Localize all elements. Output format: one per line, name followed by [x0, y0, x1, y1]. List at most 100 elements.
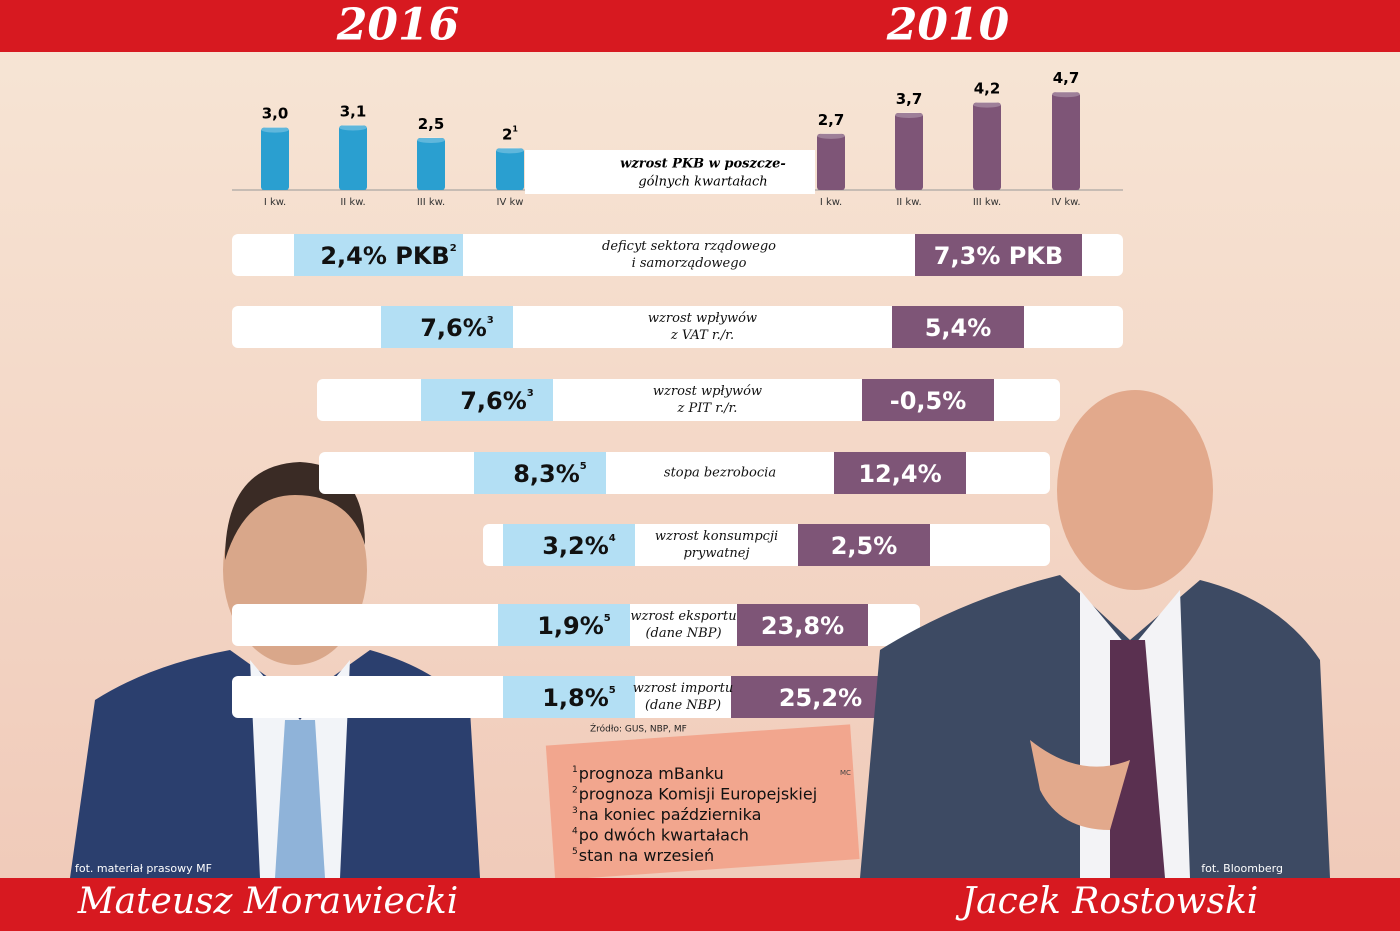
value-label: 2,5 [418, 115, 445, 133]
footnote-mark: 5 [572, 847, 578, 857]
right-value: 25,2% [779, 684, 862, 712]
footnote-text: po dwóch kwartałach [579, 825, 749, 844]
value-label: 3,1 [340, 102, 367, 120]
bar [1052, 92, 1080, 190]
left-value: 8,3%5 [513, 460, 587, 488]
value-label-text: 2 [502, 125, 512, 143]
footnote-mark: 4 [609, 533, 616, 544]
footnote-text: stan na wrzesień [579, 846, 714, 865]
gdp-label: wzrost PKB w poszcze- [620, 157, 786, 172]
row-label: stopa bezrobocia [664, 466, 776, 481]
value-label-text: 4,7 [1053, 69, 1080, 87]
left-value-text: 2,4% PKB [320, 242, 449, 270]
value-label-text: 2,5 [418, 115, 445, 133]
bar-cap [895, 112, 923, 119]
row-label: wzrost konsumpcji [655, 529, 778, 544]
x-tick-label: II kw. [340, 197, 365, 208]
footnote-mark: 3 [572, 806, 578, 816]
footnote-mark: 2 [572, 785, 578, 795]
right-value: 5,4% [925, 314, 992, 342]
bar [417, 138, 445, 190]
bar-cap [1052, 91, 1080, 98]
left-value: 1,9%5 [537, 612, 611, 640]
bar-cap [973, 101, 1001, 108]
left-box [503, 524, 635, 566]
footnote-mark: 5 [604, 613, 611, 624]
footnote-box [545, 724, 860, 881]
left-value: 7,6%3 [460, 387, 534, 415]
left-value: 7,6%3 [420, 314, 494, 342]
value-label: 4,7 [1053, 69, 1080, 87]
left-box [498, 604, 630, 646]
x-tick-label: I kw. [820, 197, 842, 208]
row-label: i samorządowego [632, 256, 747, 271]
gdp-label: gólnych kwartałach [638, 175, 767, 190]
photo-credit: fot. Bloomberg [1201, 862, 1283, 875]
footnote: 4po dwóch kwartałach [572, 825, 749, 844]
value-label-text: 4,2 [974, 79, 1001, 97]
right-box [862, 379, 994, 421]
photo-right [860, 390, 1330, 878]
year-left: 2016 [336, 0, 459, 51]
left-value-text: 1,8% [542, 684, 609, 712]
gdp-label-box [525, 150, 815, 194]
name-left: Mateusz Morawiecki [77, 881, 459, 922]
bar [895, 113, 923, 190]
footnote: 3na koniec października [572, 805, 761, 824]
left-value: 2,4% PKB2 [320, 242, 456, 270]
right-box [915, 234, 1082, 276]
source: Źródło: GUS, NBP, MF [590, 723, 687, 735]
value-label-text: 2,7 [818, 110, 845, 128]
bottom-band [0, 878, 1400, 931]
footnote-text: na koniec października [579, 805, 762, 824]
value-label: 2,7 [818, 110, 845, 128]
photo-credit: fot. materiał prasowy MF [75, 862, 212, 875]
footnote-mark: 2 [450, 243, 457, 254]
footnote-mark: 5 [609, 685, 616, 696]
left-value-text: 7,6% [420, 314, 487, 342]
author: MC [840, 769, 851, 777]
right-box [737, 604, 868, 646]
footnote-text: prognoza mBanku [579, 764, 724, 783]
x-tick-label: IV kw. [1051, 197, 1080, 208]
footnote-mark: 4 [572, 826, 578, 836]
left-box [474, 452, 606, 494]
row-label: z VAT r./r. [670, 328, 734, 343]
bar-cap [339, 124, 367, 131]
left-value-text: 1,9% [537, 612, 604, 640]
row-label: (dane NBP) [645, 698, 721, 713]
footnote-mark: 1 [512, 124, 518, 133]
right-value: 12,4% [858, 460, 941, 488]
footnote-text: prognoza Komisji Europejskiej [579, 784, 817, 803]
bar [496, 148, 524, 190]
name-right: Jacek Rostowski [955, 881, 1259, 922]
bar-cap [417, 137, 445, 143]
left-box [294, 234, 463, 276]
right-box [834, 452, 966, 494]
left-value: 3,2%4 [542, 532, 616, 560]
value-label: 3,0 [262, 104, 289, 122]
left-value: 1,8%5 [542, 684, 616, 712]
left-value-text: 7,6% [460, 387, 527, 415]
row-label: prywatnej [683, 546, 749, 561]
left-box [421, 379, 553, 421]
footnote: 1prognoza mBanku [572, 764, 724, 783]
right-value: 7,3% PKB [934, 242, 1063, 270]
rows: 2,4% PKB2 7,3% PKB deficyt sektora rządowe… [232, 234, 1123, 718]
value-label: 21 [502, 124, 518, 143]
x-tick-label: I kw. [264, 197, 286, 208]
value-label-text: 3,0 [262, 104, 289, 122]
footnote-mark: 1 [572, 765, 578, 775]
bar-cap [496, 147, 524, 154]
left-value-text: 8,3% [513, 460, 580, 488]
right-box [892, 306, 1024, 348]
value-label-text: 3,7 [896, 90, 923, 108]
row-label: wzrost wpływów [648, 311, 757, 326]
footnote-mark: 5 [580, 461, 587, 472]
x-tick-label: IV kw [497, 197, 524, 208]
bar-cap [817, 132, 845, 139]
left-box [381, 306, 513, 348]
row-label: wzrost importu [633, 681, 734, 696]
